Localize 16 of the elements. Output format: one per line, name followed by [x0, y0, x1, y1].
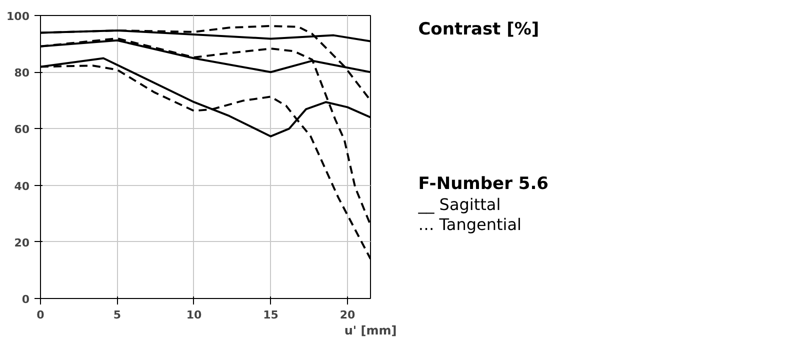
x-tick-label: 15	[263, 308, 278, 322]
y-tick-label: 20	[14, 236, 30, 250]
y-tick-label: 60	[14, 123, 30, 136]
text: … Tangential	[418, 215, 522, 234]
y-tick-label: 100	[6, 10, 30, 23]
x-axis-title: u' [mm]	[344, 324, 397, 338]
x-tick-label: 20	[340, 308, 356, 322]
text: F-Number 5.6	[418, 174, 549, 194]
y-tick-label: 0	[22, 293, 30, 306]
y-tick-label: 80	[14, 66, 30, 80]
y-axis-title: Contrast [%]	[418, 20, 540, 40]
y-tick-label: 40	[14, 180, 30, 193]
x-tick-label: 10	[186, 308, 202, 322]
text: __ Sagittal	[417, 195, 501, 214]
x-tick-label: 0	[36, 308, 45, 322]
x-tick-label: 5	[113, 308, 122, 322]
